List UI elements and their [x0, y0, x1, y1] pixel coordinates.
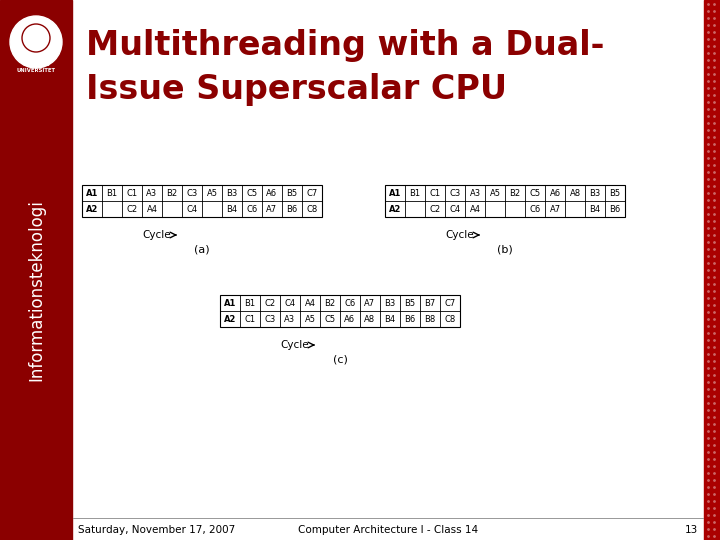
Text: B4: B4 [590, 205, 600, 213]
Bar [0, 0, 72, 540]
Text: B3: B3 [226, 188, 238, 198]
Text: B4: B4 [384, 314, 395, 323]
Circle shape [10, 16, 62, 68]
Text: B5: B5 [287, 188, 297, 198]
Text: A4: A4 [146, 205, 158, 213]
Text: C7: C7 [444, 299, 456, 307]
Bar [385, 185, 625, 217]
Text: A1: A1 [86, 188, 98, 198]
Text: B1: B1 [410, 188, 420, 198]
Text: C2: C2 [127, 205, 138, 213]
Text: C5: C5 [529, 188, 541, 198]
Text: 13: 13 [685, 525, 698, 535]
Text: A1: A1 [389, 188, 401, 198]
Text: A6: A6 [344, 314, 356, 323]
Text: A5: A5 [207, 188, 217, 198]
Text: A4: A4 [305, 299, 315, 307]
Text: C1: C1 [127, 188, 138, 198]
Text: C8: C8 [444, 314, 456, 323]
Text: (c): (c) [333, 354, 348, 364]
Text: A2: A2 [389, 205, 401, 213]
Text: A2: A2 [86, 205, 98, 213]
Text: Informationsteknologi: Informationsteknologi [27, 199, 45, 381]
Text: A8: A8 [570, 188, 580, 198]
Text: Cycle: Cycle [280, 340, 309, 350]
Text: B3: B3 [384, 299, 395, 307]
Text: B1: B1 [107, 188, 117, 198]
Text: C5: C5 [325, 314, 336, 323]
Text: B4: B4 [226, 205, 238, 213]
Text: C1: C1 [244, 314, 256, 323]
Text: A3: A3 [146, 188, 158, 198]
Text: C3: C3 [264, 314, 276, 323]
Text: C1: C1 [429, 188, 441, 198]
Text: C2: C2 [429, 205, 441, 213]
Text: A2: A2 [224, 314, 236, 323]
Text: B3: B3 [590, 188, 600, 198]
Text: B7: B7 [424, 299, 436, 307]
Bar [82, 185, 322, 217]
Bar [220, 295, 460, 327]
Text: A7: A7 [364, 299, 376, 307]
Text: C3: C3 [449, 188, 461, 198]
Bar [704, 0, 720, 540]
Text: C8: C8 [307, 205, 318, 213]
Text: A1: A1 [224, 299, 236, 307]
Text: B2: B2 [325, 299, 336, 307]
Text: B5: B5 [405, 299, 415, 307]
Text: A5: A5 [305, 314, 315, 323]
Text: B5: B5 [609, 188, 621, 198]
Text: B6: B6 [287, 205, 297, 213]
Text: (b): (b) [497, 244, 513, 254]
Text: Issue Superscalar CPU: Issue Superscalar CPU [86, 73, 507, 106]
Text: B6: B6 [405, 314, 415, 323]
Text: C5: C5 [246, 188, 258, 198]
Text: A4: A4 [469, 205, 480, 213]
Text: C6: C6 [246, 205, 258, 213]
Text: C6: C6 [529, 205, 541, 213]
Text: C7: C7 [307, 188, 318, 198]
Text: Cycle: Cycle [445, 230, 474, 240]
Text: A7: A7 [266, 205, 278, 213]
Text: UPPSALA
UNIVERSITET: UPPSALA UNIVERSITET [17, 62, 55, 73]
Text: C4: C4 [449, 205, 461, 213]
Text: B6: B6 [609, 205, 621, 213]
Text: C6: C6 [344, 299, 356, 307]
Text: A6: A6 [549, 188, 561, 198]
Text: A8: A8 [364, 314, 376, 323]
Text: C4: C4 [284, 299, 296, 307]
Text: C2: C2 [264, 299, 276, 307]
Text: Cycle: Cycle [142, 230, 171, 240]
Text: C3: C3 [186, 188, 197, 198]
Text: A7: A7 [549, 205, 561, 213]
Text: A3: A3 [469, 188, 480, 198]
Text: A3: A3 [284, 314, 296, 323]
Text: B2: B2 [510, 188, 521, 198]
Text: Multithreading with a Dual-: Multithreading with a Dual- [86, 29, 604, 62]
Text: B8: B8 [424, 314, 436, 323]
Text: C4: C4 [186, 205, 197, 213]
Text: A6: A6 [266, 188, 278, 198]
Text: Saturday, November 17, 2007: Saturday, November 17, 2007 [78, 525, 235, 535]
Text: (a): (a) [194, 244, 210, 254]
Text: A5: A5 [490, 188, 500, 198]
Text: B1: B1 [244, 299, 256, 307]
Text: Computer Architecture I - Class 14: Computer Architecture I - Class 14 [298, 525, 478, 535]
Text: B2: B2 [166, 188, 178, 198]
